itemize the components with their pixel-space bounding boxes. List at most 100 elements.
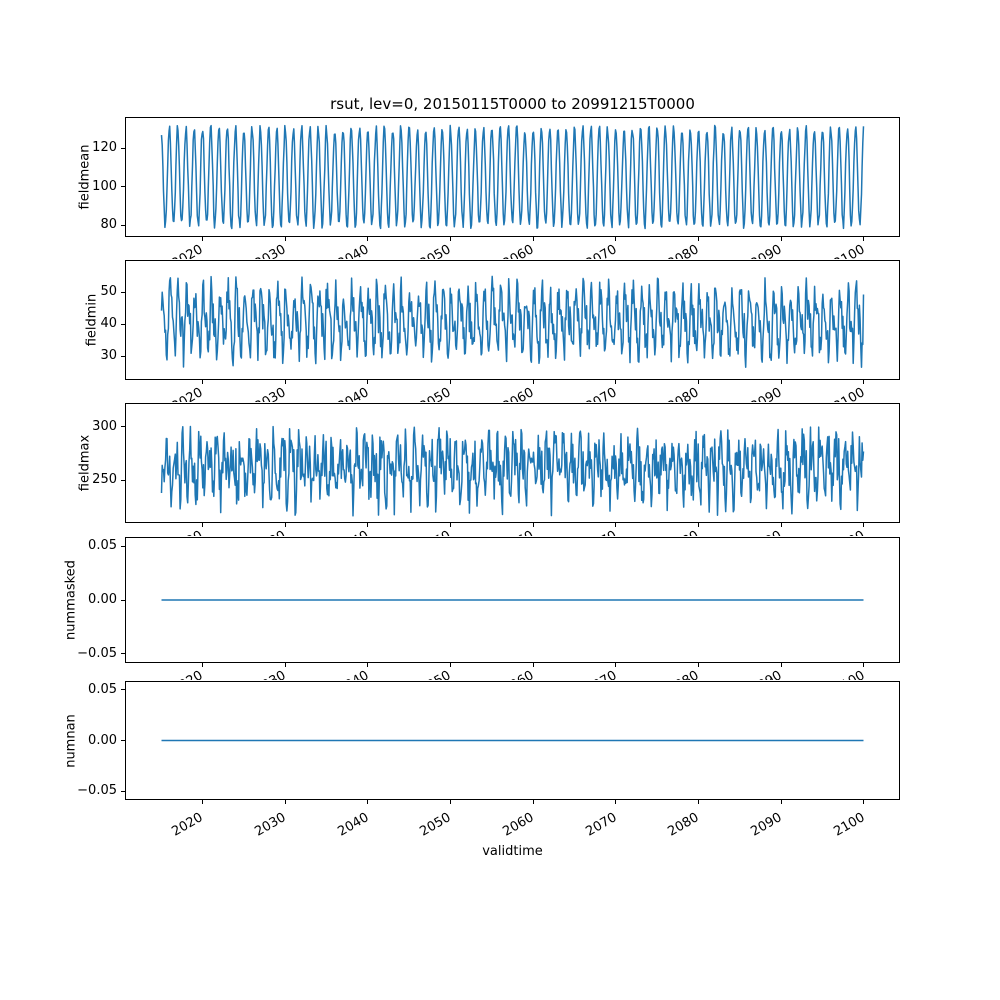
x-tick-label: 2070 [583,242,620,259]
x-tick-label: 2030 [252,810,289,840]
x-tick-label: 2070 [583,385,620,402]
x-tick [284,800,286,804]
x-tick-label: 2070 [583,810,620,840]
axes-fieldmean [125,117,900,237]
y-axis-label-fieldmin: fieldmin [84,293,100,347]
x-tick-label: 2090 [748,242,785,259]
x-tick-label: 2060 [500,385,537,402]
x-tick-label: 2020 [169,242,206,259]
x-tick [202,663,203,667]
x-tick-label: 2060 [500,810,537,840]
x-tick [863,237,865,241]
x-tick-label: 2070 [583,668,619,680]
x-tick [202,800,203,804]
y-tick [121,599,125,601]
x-tick [698,663,699,667]
x-tick [863,380,865,384]
x-tick-label: 2080 [666,528,702,536]
y-tick-label: 300 [92,418,117,434]
x-tick-label: 2020 [169,385,206,402]
y-axis-label-fieldmax: fieldmax [77,434,93,492]
x-tick-label: 2040 [335,242,372,259]
line-series-fieldmin [160,275,865,368]
x-tick [780,663,782,667]
x-tick [615,523,617,527]
x-tick-labels-clipped: 2020 2030 2040 2050 2060 2070 2080 2090 2100 [125,528,900,536]
y-tick-label: 0.00 [88,592,117,607]
x-tick [367,380,369,384]
x-tick [863,663,865,667]
y-tick-label: 0.05 [88,681,117,697]
y-axis-label-numnan: numnan [63,713,78,768]
y-tick-label: 40 [100,316,117,332]
x-tick-label: 2100 [831,528,867,536]
x-tick [450,663,451,667]
x-tick-label: 2100 [831,242,868,259]
axes-fieldmax [125,403,900,523]
plot-area-fieldmean [160,124,865,230]
x-tick-label: 2020 [169,810,206,840]
x-tick-label: 2020 [170,668,206,680]
y-tick-label: 0.05 [88,538,117,554]
x-tick [780,523,782,527]
line-series-fieldmean [160,124,865,230]
x-tick [284,523,286,527]
x-tick-label: 2080 [665,385,702,402]
x-tick-label: 2050 [418,668,454,680]
chart-title: rsut, lev=0, 20150115T0000 to 20991215T0… [330,95,695,113]
y-tick [121,479,125,481]
x-tick [367,800,369,804]
x-axis-label: validtime [482,844,543,859]
y-tick [121,224,125,226]
x-tick-label: 2100 [831,385,868,402]
x-tick-label: 2060 [501,528,537,536]
x-tick-label: 2080 [666,668,702,680]
x-tick-label: 2050 [417,810,454,840]
x-tick [450,800,451,804]
axes-numnan [125,681,900,800]
x-tick-label: 2100 [831,668,867,680]
axes-fieldmin [125,260,900,380]
x-tick-label: 2090 [749,528,785,536]
y-tick-label: −0.05 [77,783,117,799]
x-tick [202,380,203,384]
y-tick-label: 30 [100,348,117,363]
x-tick-label: 2050 [418,528,454,536]
x-tick [615,237,617,241]
y-tick [121,355,125,357]
y-tick-label: −0.05 [77,645,117,661]
y-axis-label-nummasked: nummasked [63,560,78,640]
y-tick [121,426,125,427]
x-tick-label: 2040 [335,385,372,402]
x-tick-label: 2100 [831,810,868,840]
y-tick [121,653,125,655]
x-tick [780,237,782,241]
y-tick [121,323,125,325]
x-tick-label: 2070 [583,528,619,536]
x-tick [698,523,699,527]
x-tick-label: 2080 [665,810,702,840]
x-tick [532,237,534,241]
x-tick-label: 2090 [749,668,785,680]
x-tick [532,523,534,527]
x-tick [615,800,617,804]
y-tick [121,291,125,293]
y-tick-label: 250 [92,472,117,488]
line-series-fieldmax [160,425,865,517]
x-tick-label: 2080 [665,242,702,259]
x-tick [284,237,286,241]
x-tick [450,380,451,384]
x-tick [532,380,534,384]
x-tick [450,523,451,527]
x-tick-label: 2030 [252,242,289,259]
x-tick-labels: 2020 2030 2040 2050 2060 2070 2080 2090 2100 [125,805,900,841]
x-tick [615,380,617,384]
x-tick [698,380,699,384]
x-tick-label: 2030 [252,668,288,680]
x-tick-label: 2040 [335,810,372,840]
y-tick-label: 80 [100,217,117,233]
x-tick [284,380,286,384]
x-tick [698,237,699,241]
y-tick [121,689,125,691]
x-tick-label: 2090 [748,810,785,840]
